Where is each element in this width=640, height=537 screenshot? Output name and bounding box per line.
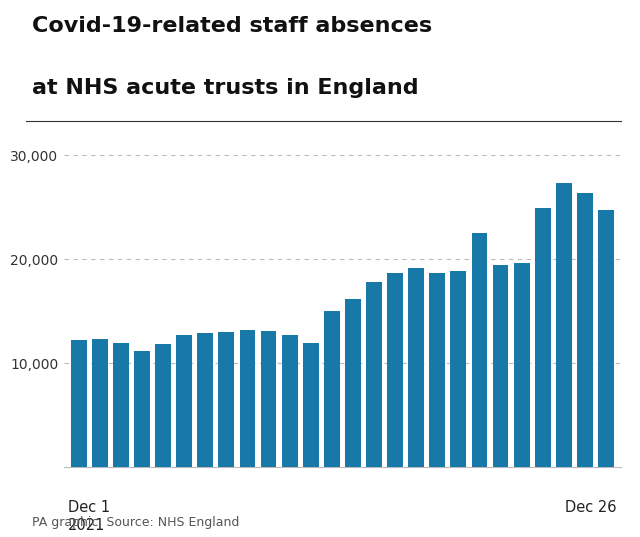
Text: PA graphic. Source: NHS England: PA graphic. Source: NHS England — [32, 516, 239, 529]
Text: Dec 26: Dec 26 — [565, 500, 616, 516]
Text: Dec 1
2021: Dec 1 2021 — [68, 500, 110, 533]
Bar — [303, 343, 319, 467]
Bar — [345, 299, 361, 467]
Bar — [176, 335, 192, 467]
Bar — [451, 271, 467, 467]
Text: at NHS acute trusts in England: at NHS acute trusts in England — [32, 78, 419, 98]
Bar — [514, 263, 529, 467]
Bar — [556, 183, 572, 467]
Bar — [156, 344, 171, 467]
Bar — [113, 343, 129, 467]
Bar — [92, 339, 108, 467]
Bar — [197, 333, 213, 467]
Bar — [260, 331, 276, 467]
Bar — [598, 210, 614, 467]
Bar — [577, 193, 593, 467]
Text: Covid-19-related staff absences: Covid-19-related staff absences — [32, 16, 432, 36]
Bar — [324, 311, 340, 467]
Bar — [71, 340, 86, 467]
Bar — [493, 265, 509, 467]
Bar — [408, 268, 424, 467]
Bar — [429, 273, 445, 467]
Bar — [472, 233, 488, 467]
Bar — [282, 335, 298, 467]
Bar — [134, 351, 150, 467]
Bar — [366, 282, 382, 467]
Bar — [387, 273, 403, 467]
Bar — [239, 330, 255, 467]
Bar — [218, 332, 234, 467]
Bar — [535, 208, 550, 467]
